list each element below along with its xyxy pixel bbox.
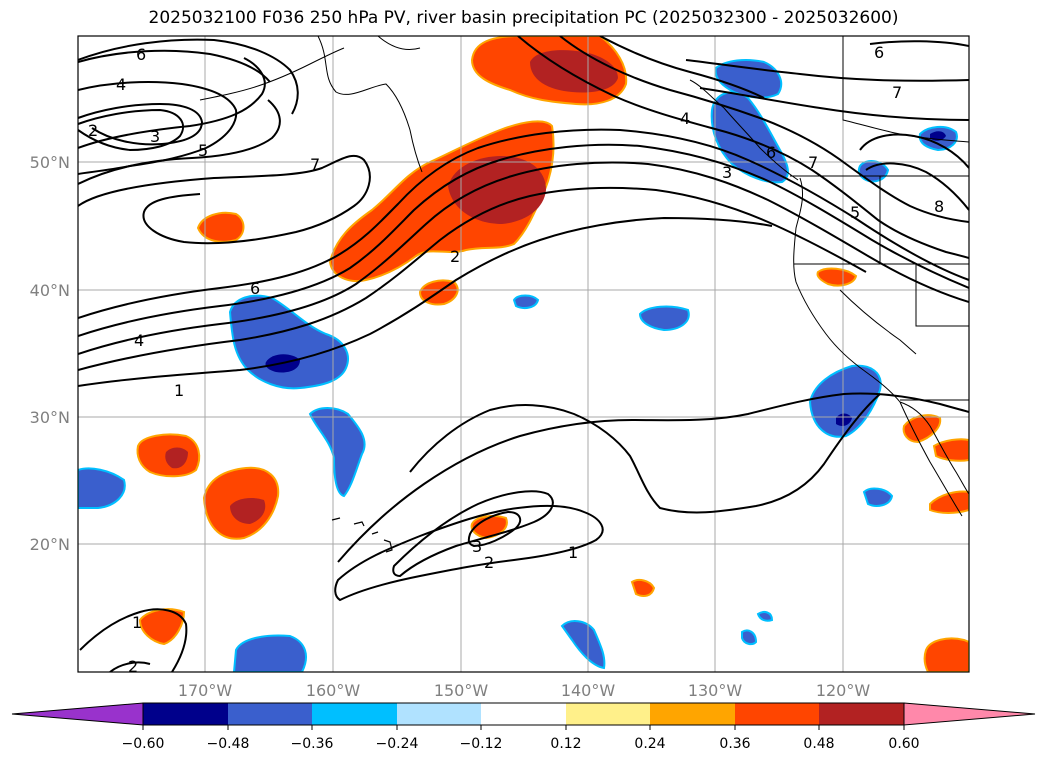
contour-label: 3 [722,163,732,182]
colorbar: −0.60 −0.48 −0.36 −0.24 −0.12 0.12 0.24 … [11,702,1036,752]
contour-label: 7 [892,83,902,102]
precip-negative-south-1 [232,634,307,672]
precip-positive-south-2 [630,579,656,597]
colorbar-segment [819,703,904,725]
colorbar-segment [735,703,819,725]
precip-positive-baja-1 [902,414,942,444]
contour-label: 5 [198,141,208,160]
lat-label: 30°N [30,408,70,427]
colorbar-tick-label: 0.12 [550,736,581,752]
west-coast [793,177,901,403]
colorbar-segment [143,703,228,725]
contour-label: 4 [116,75,126,94]
precip-negative-west [78,467,126,509]
alaska-gulf-coast [377,36,421,50]
colorbar-extend-left [11,702,144,726]
contour-label: 2 [450,247,460,266]
precip-negative-small-1 [638,305,690,332]
colorbar-tick-label: −0.12 [460,736,503,752]
precip-positive-california [816,267,858,287]
longitude-labels: 170°W 160°W 150°W 140°W 130°W 120°W [178,681,871,700]
precip-negative-south-3 [741,629,758,646]
contour-label: 2 [484,553,494,572]
aleutian-chain [199,47,345,101]
lon-label: 170°W [178,681,233,700]
contour-label: 4 [134,331,144,350]
colorbar-segment [566,703,650,725]
state-border-4 [839,289,917,355]
gridlines [78,36,969,672]
contour-label: 3 [472,537,482,556]
precip-negative-socal [808,364,882,438]
colorbar-extend-right [903,702,1036,726]
precip-negative-small-2 [512,294,540,309]
lon-label: 160°W [306,681,361,700]
state-border-2 [915,264,969,327]
pv-contour-labels: 6 4 2 3 5 7 6 4 1 2 3 2 1 1 2 4 6 3 7 5 … [88,43,944,676]
colorbar-tick-label: 0.24 [634,736,665,752]
precip-negative-south-4 [756,611,774,622]
precip-negative-small-4 [862,487,894,507]
pv-contours [78,36,969,672]
colorbar-tick-label: 0.60 [888,736,919,752]
contour-label: 1 [174,381,184,400]
map-title: 2025032100 F036 250 hPa PV, river basin … [148,8,899,28]
contour-label: 6 [136,45,146,64]
contour-label: 5 [850,203,860,222]
lon-label: 130°W [688,681,743,700]
colorbar-segment [397,703,481,725]
precip-positive-mexico-south [929,490,969,514]
colorbar-tick-labels: −0.60 −0.48 −0.36 −0.24 −0.12 0.12 0.24 … [122,736,920,752]
lat-label: 40°N [30,281,70,300]
colorbar-tick-label: −0.60 [122,736,165,752]
contour-label: 6 [874,43,884,62]
mexico-coast [899,401,969,495]
lat-label: 50°N [30,153,70,172]
lon-label: 120°W [816,681,871,700]
colorbar-segment [228,703,312,725]
contour-label: 7 [310,155,320,174]
precip-positive-small-1 [196,211,245,243]
contour-label: 8 [934,197,944,216]
precip-positive-hawaii-west-core [230,498,266,524]
colorbar-segment [481,703,566,725]
lon-label: 150°W [434,681,489,700]
map-frame [77,35,970,673]
contour-label: 3 [150,127,160,146]
precip-negative-south-2 [560,620,606,670]
contour-label: 2 [88,121,98,140]
contour-label: 6 [766,143,776,162]
colorbar-frame [142,702,905,726]
latitude-labels: 50°N 40°N 30°N 20°N [30,153,70,554]
lat-label: 20°N [30,535,70,554]
colorbar-segment [650,703,735,725]
precip-positive-west-1-core [165,447,188,469]
lon-label: 140°W [561,681,616,700]
baja-coast [899,401,963,517]
contour-label: 6 [250,279,260,298]
contour-label: 1 [568,543,578,562]
colorbar-tick-label: −0.36 [291,736,334,752]
colorbar-segment [312,703,397,725]
contour-label: 7 [808,153,818,172]
hawaiian-islands [331,517,393,553]
colorbar-tick-label: −0.48 [207,736,250,752]
colorbar-tick-marks [142,725,905,730]
contour-label: 1 [132,613,142,632]
precip-positive-southeast [923,637,969,672]
precip-positive-mexico [932,438,969,462]
colorbar-tick-label: 0.36 [719,736,750,752]
colorbar-tick-label: 0.48 [803,736,834,752]
bc-coast [689,79,799,181]
alaska-coast [317,36,423,173]
contour-label: 2 [128,657,138,676]
contour-label: 4 [680,109,690,128]
colorbar-tick-label: −0.24 [376,736,419,752]
